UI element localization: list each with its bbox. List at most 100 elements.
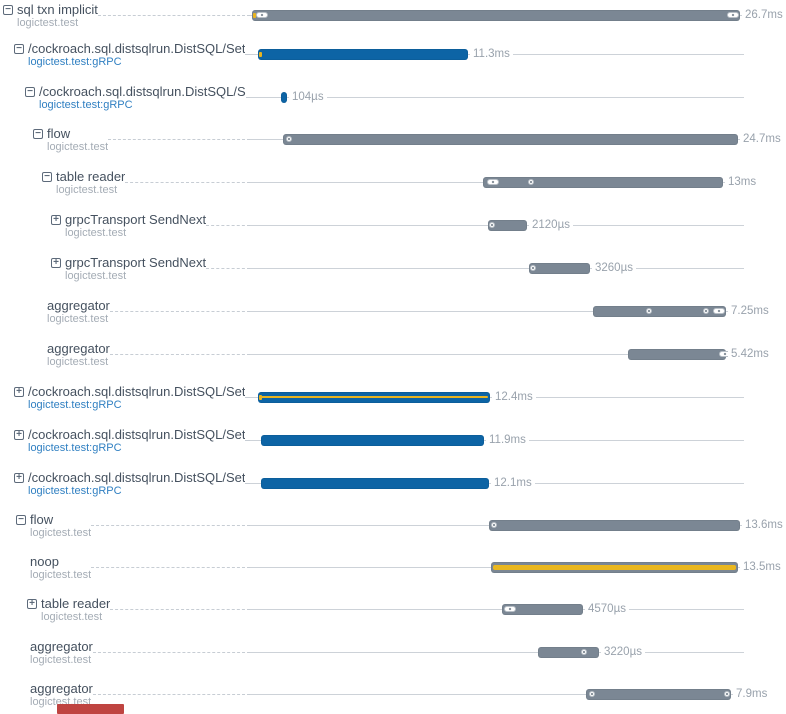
expand-icon[interactable]: + (51, 215, 61, 225)
expand-icon[interactable]: + (14, 430, 24, 440)
span-bar[interactable] (489, 520, 740, 531)
indent-spacer (0, 471, 14, 472)
label-connector-dashed-line (245, 54, 250, 55)
expand-icon[interactable]: + (14, 387, 24, 397)
span-bar[interactable] (502, 604, 583, 615)
span-duration: 3260µs (592, 262, 636, 275)
expand-icon[interactable]: + (27, 599, 37, 609)
log-marker-icon[interactable] (487, 179, 499, 185)
span-label-block[interactable]: + table reader logictest.test (0, 597, 250, 623)
span-bar[interactable] (281, 92, 287, 103)
span-bar[interactable] (488, 220, 527, 231)
log-marker-icon[interactable] (727, 12, 739, 18)
span-service: logictest.test (47, 313, 109, 325)
timeline-area: 104µs (250, 85, 786, 117)
span-bar[interactable] (586, 689, 731, 700)
span-label-block[interactable]: + /cockroach.sql.distsqlrun.DistSQL/Set lo… (0, 471, 250, 497)
span-texts: aggregator logictest.test (47, 342, 110, 368)
span-service: logictest.test (30, 527, 92, 539)
highlight-stripe (493, 565, 736, 570)
span-bar[interactable] (258, 392, 490, 403)
log-marker-icon[interactable] (713, 308, 725, 314)
span-label-block[interactable]: + grpcTransport SendNext logictest.test (0, 256, 250, 282)
span-label-block[interactable]: aggregator logictest.test (0, 342, 250, 368)
span-bar[interactable] (593, 306, 726, 317)
span-bar[interactable] (529, 263, 590, 274)
span-label-block[interactable]: − sql txn implicit logictest.test (0, 3, 250, 29)
expand-icon[interactable]: + (14, 473, 24, 483)
span-texts: /cockroach.sql.distsqlrun.DistSQL/Set log… (28, 471, 245, 497)
span-bar[interactable] (283, 134, 738, 145)
span-name: /cockroach.sql.distsqlrun.DistSQL/Set (28, 428, 246, 442)
timeline-area: 12.1ms (250, 471, 786, 503)
span-bar[interactable] (491, 562, 738, 573)
log-marker-icon[interactable] (489, 222, 495, 228)
collapse-icon[interactable]: − (25, 87, 35, 97)
span-texts: table reader logictest.test (41, 597, 110, 623)
span-bar[interactable] (261, 435, 484, 446)
span-service: logictest.test (65, 227, 127, 239)
span-label-block[interactable]: + /cockroach.sql.distsqlrun.DistSQL/Set lo… (0, 428, 250, 454)
log-marker-icon[interactable] (724, 691, 730, 697)
expand-icon[interactable]: + (51, 258, 61, 268)
collapse-icon[interactable]: − (33, 129, 43, 139)
log-marker-icon[interactable] (286, 136, 292, 142)
span-bar[interactable] (252, 10, 740, 21)
span-bar[interactable] (538, 647, 599, 658)
span-service: logictest.test:gRPC (28, 485, 122, 497)
collapse-icon[interactable]: − (3, 5, 13, 15)
log-marker-icon[interactable] (504, 606, 516, 612)
span-row: + table reader logictest.test 4570µs (0, 597, 786, 629)
span-label-block[interactable]: −/cockroach.sql.distsqlrun.DistSQL/S logi… (0, 85, 250, 111)
span-name: grpcTransport SendNext (65, 213, 207, 227)
timeline-area: 2120µs (250, 213, 786, 245)
timeline-area: 4570µs (250, 597, 786, 629)
span-duration: 24.7ms (740, 133, 784, 146)
span-row: aggregator logictest.test 7.25ms (0, 299, 786, 331)
span-texts: flow logictest.test (47, 127, 108, 153)
span-service: logictest.test:gRPC (28, 399, 122, 411)
span-service: logictest.test (30, 654, 92, 666)
span-service: logictest.test (41, 611, 103, 623)
log-marker-icon[interactable] (530, 265, 536, 271)
log-marker-icon[interactable] (589, 691, 595, 697)
span-bar[interactable] (628, 349, 731, 360)
log-marker-icon[interactable] (256, 12, 268, 18)
span-label-block[interactable]: − flow logictest.test (0, 513, 250, 539)
log-marker-icon[interactable] (581, 649, 587, 655)
span-bar[interactable] (258, 49, 468, 60)
span-row: −/cockroach.sql.distsqlrun.DistSQL/S logi… (0, 85, 786, 117)
span-bar[interactable] (483, 177, 723, 188)
span-service: logictest.test (47, 141, 109, 153)
span-texts: /cockroach.sql.distsqlrun.DistSQL/Set log… (28, 428, 245, 454)
collapse-icon[interactable]: − (16, 515, 26, 525)
span-texts: /cockroach.sql.distsqlrun.DistSQL/Set log… (28, 42, 245, 68)
timeline-area: 3260µs (250, 256, 786, 288)
log-marker-icon[interactable] (646, 308, 652, 314)
collapse-icon[interactable]: − (42, 172, 52, 182)
span-label-block[interactable]: − table reader logictest.test (0, 170, 250, 196)
span-name: aggregator (47, 299, 110, 313)
timeline-area: 26.7ms (250, 3, 786, 35)
span-label-block[interactable]: − flow logictest.test (0, 127, 250, 153)
collapse-icon[interactable]: − (14, 44, 24, 54)
span-duration: 7.9ms (733, 688, 771, 701)
span-label-block[interactable]: + grpcTransport SendNext logictest.test (0, 213, 250, 239)
span-label-block[interactable]: noop logictest.test (0, 555, 250, 581)
log-marker-icon[interactable] (491, 522, 497, 528)
span-name: flow (47, 127, 71, 141)
span-duration: 13ms (725, 176, 760, 189)
span-service: logictest.test (17, 17, 79, 29)
span-name: aggregator (47, 342, 110, 356)
timeline-guide-line (250, 609, 744, 610)
span-bar[interactable] (261, 478, 489, 489)
span-label-block[interactable]: aggregator logictest.test (0, 299, 250, 325)
span-label-block[interactable]: aggregator logictest.test (0, 640, 250, 666)
span-label-block[interactable]: aggregator logictest.test (0, 682, 250, 708)
log-marker-icon[interactable] (703, 308, 709, 314)
span-label-block[interactable]: −/cockroach.sql.distsqlrun.DistSQL/Set lo… (0, 42, 250, 68)
span-name: sql txn implicit (17, 3, 98, 17)
log-marker-icon[interactable] (528, 179, 534, 185)
span-duration: 13.5ms (740, 561, 784, 574)
span-label-block[interactable]: + /cockroach.sql.distsqlrun.DistSQL/Set lo… (0, 385, 250, 411)
